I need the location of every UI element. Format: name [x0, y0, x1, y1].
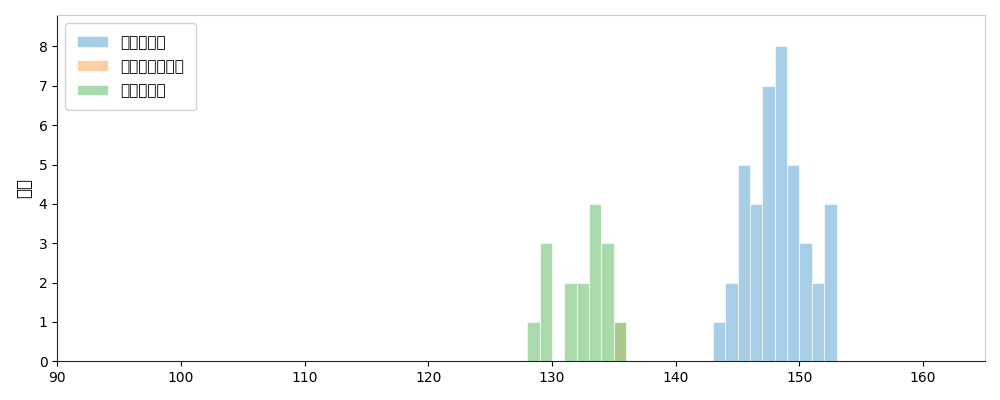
- Bar: [614, 322, 626, 361]
- Bar: [812, 282, 824, 361]
- Y-axis label: 球数: 球数: [15, 178, 33, 198]
- Legend: ストレート, チェンジアップ, スライダー: ストレート, チェンジアップ, スライダー: [65, 23, 196, 110]
- Bar: [564, 282, 577, 361]
- Bar: [824, 204, 837, 361]
- Bar: [738, 164, 750, 361]
- Bar: [713, 322, 725, 361]
- Bar: [614, 322, 626, 361]
- Bar: [725, 282, 738, 361]
- Bar: [787, 164, 799, 361]
- Bar: [601, 243, 614, 361]
- Bar: [527, 322, 540, 361]
- Bar: [775, 46, 787, 361]
- Bar: [762, 86, 775, 361]
- Bar: [577, 282, 589, 361]
- Bar: [540, 243, 552, 361]
- Bar: [750, 204, 762, 361]
- Bar: [799, 243, 812, 361]
- Bar: [589, 204, 601, 361]
